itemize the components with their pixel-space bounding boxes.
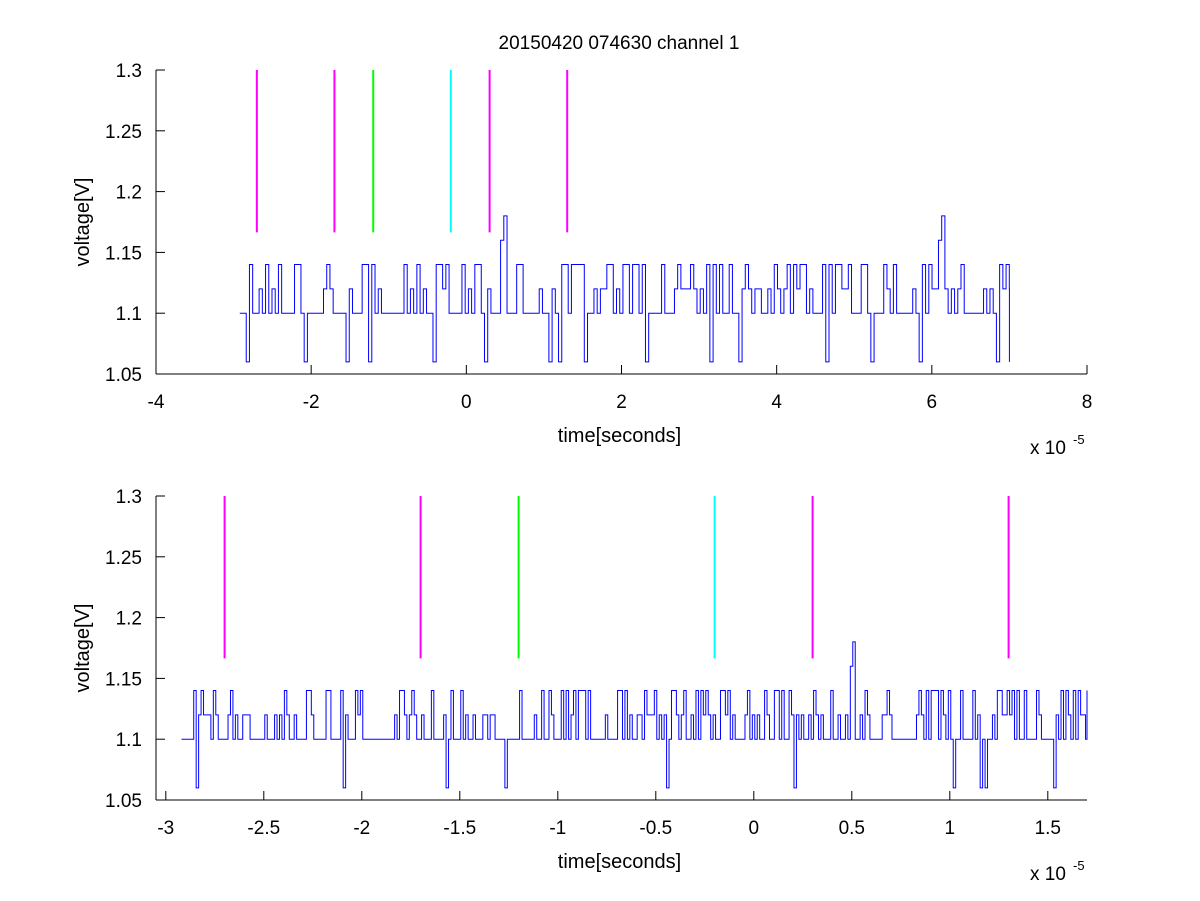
- y-axis-label: voltage[V]: [72, 178, 94, 267]
- x-tick-label: 0: [461, 392, 472, 413]
- y-tick-label: 1.2: [116, 609, 142, 630]
- x-tick-label: -2.5: [247, 818, 280, 839]
- x-tick-label: 6: [927, 392, 938, 413]
- signal-trace: [239, 215, 1010, 363]
- y-tick-label: 1.3: [116, 487, 142, 508]
- x-tick-label: 1: [945, 818, 956, 839]
- plot-panel-bottom: 1.05 1.1 1.15 1.2 1.25 1.3 -3 -2.5 -2 -1.5 -1 -0.5 0…: [72, 487, 1088, 885]
- x-exponent-power: -5: [1073, 432, 1085, 447]
- y-tick-label: 1.1: [116, 304, 142, 325]
- x-tick-label: -2: [353, 818, 370, 839]
- y-tick-label: 1.3: [116, 61, 142, 82]
- x-tick-label: 0: [749, 818, 760, 839]
- x-tick-label: 2: [616, 392, 627, 413]
- y-tick-label: 1.25: [105, 122, 142, 143]
- x-tick-label: -1.5: [443, 818, 476, 839]
- y-tick-label: 1.15: [105, 669, 142, 690]
- y-axis-label: voltage[V]: [72, 604, 94, 693]
- y-tick-label: 1.2: [116, 183, 142, 204]
- y-tick-label: 1.25: [105, 548, 142, 569]
- y-tick-label: 1.05: [105, 791, 142, 812]
- y-tick-label: 1.05: [105, 365, 142, 386]
- signal-trace: [181, 641, 1088, 789]
- x-exponent-label: x 10: [1030, 864, 1066, 885]
- plot-panel-top: 1.05 1.1 1.15 1.2 1.25 1.3 -4 -2 0 2 4 6 8 time[secon…: [72, 61, 1092, 459]
- x-tick-label: 8: [1082, 392, 1093, 413]
- y-tick-label: 1.15: [105, 243, 142, 264]
- x-exponent-label: x 10: [1030, 438, 1066, 459]
- x-tick-label: 0.5: [839, 818, 865, 839]
- x-tick-label: 1.5: [1035, 818, 1061, 839]
- x-tick-label: -1: [549, 818, 566, 839]
- x-tick-label: -4: [148, 392, 165, 413]
- x-axis-label: time[seconds]: [558, 851, 681, 873]
- figure-title: 20150420 074630 channel 1: [499, 33, 740, 54]
- x-tick-label: -0.5: [639, 818, 672, 839]
- x-tick-label: -2: [303, 392, 320, 413]
- x-axis-label: time[seconds]: [558, 425, 681, 447]
- x-tick-label: 4: [771, 392, 782, 413]
- x-exponent-power: -5: [1073, 858, 1085, 873]
- y-tick-label: 1.1: [116, 730, 142, 751]
- x-tick-label: -3: [157, 818, 174, 839]
